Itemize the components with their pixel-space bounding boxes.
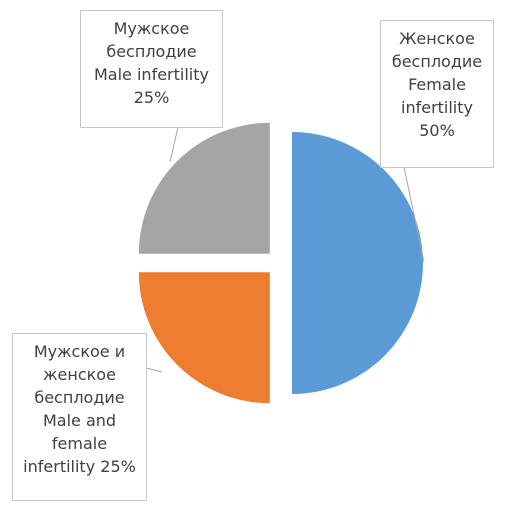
pie-slice [138,272,270,404]
value-label: 25% [133,88,170,107]
data-label: Женское бесплодие Female infertility 50% [380,20,494,168]
value-label: 50% [419,121,455,140]
category-name: Мужское и женское бесплодие Male and fem… [23,342,126,476]
pie-slice [292,132,423,394]
data-label: Мужское бесплодие Male infertility 25% [80,10,223,128]
category-name: Мужское бесплодие Male infertility [94,19,209,84]
category-name: Женское бесплодие Female infertility [391,29,483,117]
leader-line [145,367,163,373]
value-label: 25% [100,457,136,476]
data-label: Мужское и женское бесплодие Male and fem… [12,333,147,501]
leader-line [169,126,179,163]
pie-slice [138,122,270,254]
leader-line [403,166,425,263]
